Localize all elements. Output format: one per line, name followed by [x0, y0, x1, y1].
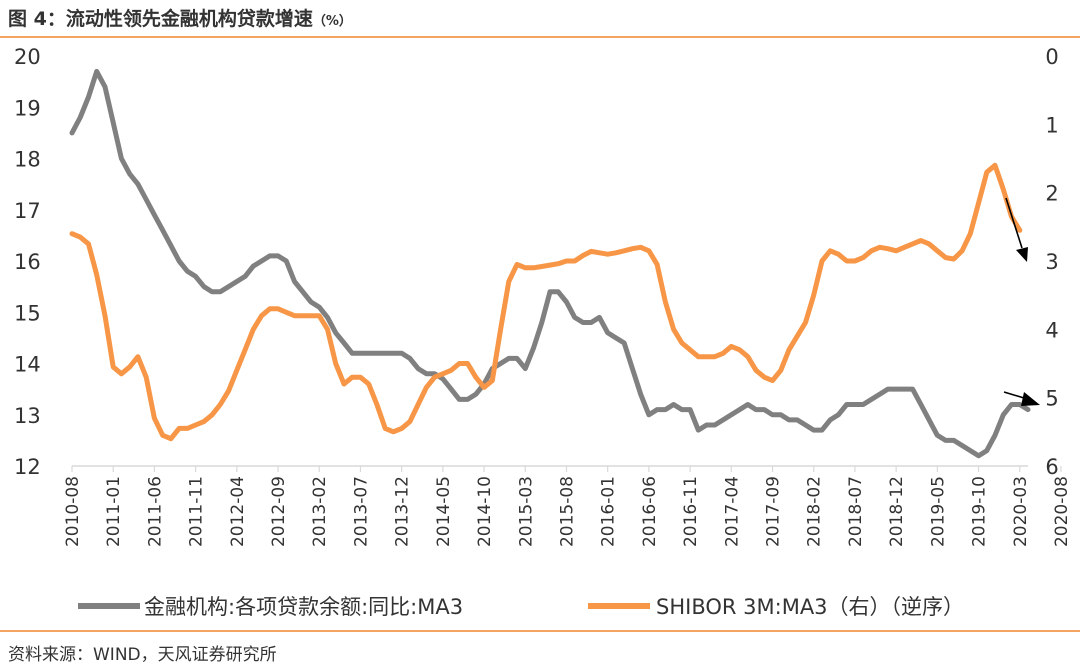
x-tick-label: 2019-05 — [928, 476, 948, 547]
x-tick-label: 2011-01 — [104, 476, 124, 547]
x-tick-label: 2019-10 — [970, 476, 990, 547]
right-tick-label: 2 — [1045, 182, 1058, 206]
left-tick-label: 12 — [14, 455, 41, 479]
x-tick-label: 2020-08 — [1052, 476, 1072, 547]
right-tick-label: 3 — [1045, 250, 1058, 274]
x-tick-label: 2012-09 — [269, 476, 289, 547]
right-tick-label: 1 — [1045, 113, 1058, 137]
left-tick-label: 18 — [14, 148, 41, 172]
x-tick-label: 2015-03 — [516, 476, 536, 547]
chart-series — [69, 68, 1031, 459]
x-tick-label: 2018-07 — [846, 476, 866, 547]
trend-arrow-loan-head — [1021, 392, 1040, 406]
chart-title-text: 图 4：流动性领先金融机构贷款增速 — [8, 8, 313, 30]
left-tick-label: 13 — [14, 404, 41, 428]
x-tick-label: 2020-03 — [1011, 476, 1031, 547]
x-tick-label: 2011-11 — [187, 476, 207, 547]
x-tick-label: 2015-08 — [557, 476, 577, 547]
x-tick-label: 2011-06 — [145, 476, 165, 547]
right-tick-label: 0 — [1045, 45, 1058, 69]
x-tick-label: 2016-06 — [640, 476, 660, 547]
trend-arrow-loan-shaft — [1003, 391, 1025, 399]
trend-arrow-shibor-head — [1016, 247, 1028, 262]
source-note: 资料来源：WIND，天风证券研究所 — [8, 645, 277, 665]
top-rule — [0, 36, 1080, 38]
chart-annotations — [1003, 197, 1040, 406]
left-tick-label: 15 — [14, 301, 41, 325]
x-tick-label: 2018-02 — [805, 476, 825, 547]
x-tick-label: 2014-10 — [475, 476, 495, 547]
right-tick-label: 6 — [1045, 455, 1058, 479]
legend-label-shibor: SHIBOR 3M:MA3（右）（逆序） — [656, 595, 964, 619]
x-tick-label: 2013-02 — [310, 476, 330, 547]
loan-growth-series-line — [69, 68, 1031, 459]
bottom-rule — [0, 630, 1080, 632]
x-tick-label: 2013-12 — [393, 476, 413, 547]
chart-title: 图 4：流动性领先金融机构贷款增速（%） — [8, 4, 352, 31]
chart-legend: 金融机构:各项贷款余额:同比:MA3 SHIBOR 3M:MA3（右）（逆序） — [78, 595, 964, 619]
right-tick-label: 4 — [1045, 318, 1058, 342]
x-tick-label: 2016-11 — [681, 476, 701, 547]
x-tick-label: 2016-01 — [599, 476, 619, 547]
x-tick-label: 2013-07 — [351, 476, 371, 547]
x-tick-label: 2017-04 — [722, 476, 742, 547]
left-tick-label: 14 — [14, 353, 41, 377]
left-tick-label: 16 — [14, 250, 41, 274]
x-tick-label: 2012-04 — [228, 476, 248, 547]
left-tick-label: 19 — [14, 96, 41, 120]
x-tick-label: 2017-09 — [764, 476, 784, 547]
left-tick-label: 20 — [14, 45, 41, 69]
trend-arrow-shibor-shaft — [1005, 197, 1023, 249]
shibor-series-line — [69, 162, 1023, 442]
right-tick-label: 5 — [1045, 387, 1058, 411]
chart-title-unit: （%） — [312, 14, 352, 29]
legend-label-loan: 金融机构:各项贷款余额:同比:MA3 — [144, 595, 463, 619]
x-tick-label: 2018-12 — [887, 476, 907, 547]
x-tick-label: 2014-05 — [434, 476, 454, 547]
left-tick-label: 17 — [14, 199, 41, 223]
x-tick-label: 2010-08 — [63, 476, 83, 547]
